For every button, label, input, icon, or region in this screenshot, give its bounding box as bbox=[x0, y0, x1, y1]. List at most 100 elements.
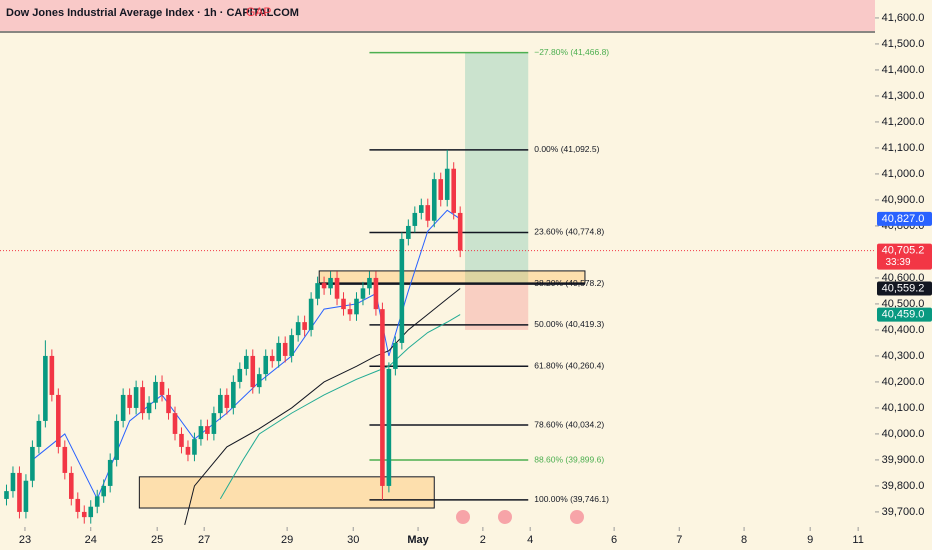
fib-label: 100.00% (39,746.1) bbox=[534, 494, 609, 504]
candle-body bbox=[431, 179, 437, 221]
candle-body bbox=[166, 394, 171, 414]
candle-body bbox=[328, 277, 333, 289]
candle-body bbox=[192, 439, 197, 455]
y-tick-label: 41,100.0 bbox=[882, 142, 925, 154]
x-tick-label: 29 bbox=[281, 534, 293, 546]
fib-label: 38.20% (40,578.2) bbox=[534, 278, 604, 288]
candle-body bbox=[211, 413, 217, 434]
price-badge bbox=[877, 211, 932, 226]
candle-body bbox=[457, 212, 463, 251]
candle-body bbox=[146, 402, 152, 414]
candle-body bbox=[68, 472, 74, 499]
price-badge-label: 40,827.0 bbox=[882, 213, 925, 225]
x-tick-label: 7 bbox=[676, 534, 682, 546]
event-icons bbox=[456, 510, 584, 524]
candle-body bbox=[289, 335, 294, 356]
candle-body bbox=[49, 355, 55, 395]
candle-body bbox=[438, 179, 444, 200]
y-tick-label: 40,500.0 bbox=[882, 298, 925, 310]
fib-label: 0.00% (41,092.5) bbox=[534, 144, 599, 154]
y-tick-label: 40,300.0 bbox=[882, 350, 925, 362]
y-tick-label: 40,400.0 bbox=[882, 324, 925, 336]
chart-title: Dow Jones Industrial Average Index · 1h … bbox=[6, 7, 299, 19]
price-badge-label: 40,705.2 bbox=[882, 244, 925, 256]
candle-body bbox=[386, 368, 392, 486]
candle-body bbox=[94, 496, 100, 507]
candle-body bbox=[412, 212, 418, 226]
fib-label: 88.60% (39,899.6) bbox=[534, 454, 604, 464]
candle-body bbox=[120, 394, 126, 421]
x-tick-label: 2 bbox=[480, 534, 486, 546]
candle-body bbox=[321, 283, 327, 289]
candle-body bbox=[425, 205, 431, 221]
fib-label: 61.80% (40,260.4) bbox=[534, 360, 604, 370]
candle-body bbox=[367, 277, 372, 289]
fib-label: −27.80% (41,466.8) bbox=[534, 47, 609, 57]
candle-body bbox=[237, 368, 243, 382]
candle-body bbox=[269, 355, 275, 362]
y-tick-label: 41,000.0 bbox=[882, 168, 925, 180]
x-tick-label: 4 bbox=[527, 534, 533, 546]
profit-zone bbox=[465, 52, 529, 284]
event-icon[interactable] bbox=[498, 510, 512, 524]
candle-body bbox=[185, 446, 191, 455]
candle-body bbox=[451, 168, 457, 213]
fib-label: 50.00% (40,419.3) bbox=[534, 319, 604, 329]
x-tick-label: 24 bbox=[85, 534, 97, 546]
fib-label: 78.60% (40,034.2) bbox=[534, 419, 604, 429]
x-tick-label: 30 bbox=[347, 534, 359, 546]
event-icon[interactable] bbox=[570, 510, 584, 524]
candle-body bbox=[295, 322, 301, 336]
candle-body bbox=[56, 394, 61, 447]
candle-body bbox=[250, 355, 256, 388]
candle-body bbox=[159, 381, 165, 395]
candle-body bbox=[140, 387, 145, 414]
candle-body bbox=[218, 394, 223, 414]
candle-body bbox=[10, 472, 16, 492]
candle-body bbox=[30, 446, 35, 481]
countdown-label: 33:39 bbox=[885, 257, 910, 268]
candle-body bbox=[406, 225, 411, 239]
candle-body bbox=[302, 322, 307, 330]
candle-body bbox=[418, 205, 424, 213]
y-tick-label: 39,700.0 bbox=[882, 506, 925, 518]
candle-body bbox=[43, 355, 48, 421]
event-icon[interactable] bbox=[456, 510, 470, 524]
moving-average bbox=[219, 314, 461, 500]
candle-body bbox=[256, 374, 262, 388]
price-badge bbox=[877, 243, 932, 270]
candle-body bbox=[444, 168, 450, 200]
price-badge bbox=[877, 281, 932, 296]
x-tick-label: 9 bbox=[807, 534, 813, 546]
price-badge bbox=[877, 307, 932, 322]
candle-body bbox=[380, 309, 385, 486]
candle-body bbox=[36, 420, 42, 447]
x-tick-label: 27 bbox=[198, 534, 210, 546]
y-tick-label: 40,600.0 bbox=[882, 272, 925, 284]
candle-body bbox=[179, 433, 184, 447]
y-tick-label: 39,900.0 bbox=[882, 454, 925, 466]
candle-body bbox=[198, 426, 204, 440]
candle-body bbox=[399, 238, 405, 343]
candle-body bbox=[334, 277, 340, 299]
y-tick-label: 40,100.0 bbox=[882, 402, 925, 414]
x-tick-label: May bbox=[407, 534, 429, 546]
candle-body bbox=[133, 387, 139, 408]
candle-body bbox=[224, 394, 230, 408]
plot: −27.80% (41,466.8) 0.00% (41,092.5) 23.60%… bbox=[0, 47, 875, 526]
candle-body bbox=[81, 511, 87, 518]
y-tick-label: 40,000.0 bbox=[882, 428, 925, 440]
candle-body bbox=[4, 491, 9, 499]
candle-body bbox=[107, 459, 113, 486]
loss-zone bbox=[465, 283, 529, 330]
candle-body bbox=[393, 342, 398, 369]
candle-body bbox=[62, 446, 68, 473]
candle-body bbox=[88, 506, 94, 518]
candle-body bbox=[153, 381, 158, 403]
candle-body bbox=[263, 355, 269, 375]
candle-body bbox=[231, 381, 236, 408]
candle-body bbox=[23, 480, 29, 512]
price-badge-label: 40,459.0 bbox=[882, 308, 925, 320]
y-tick-label: 41,400.0 bbox=[882, 64, 925, 76]
